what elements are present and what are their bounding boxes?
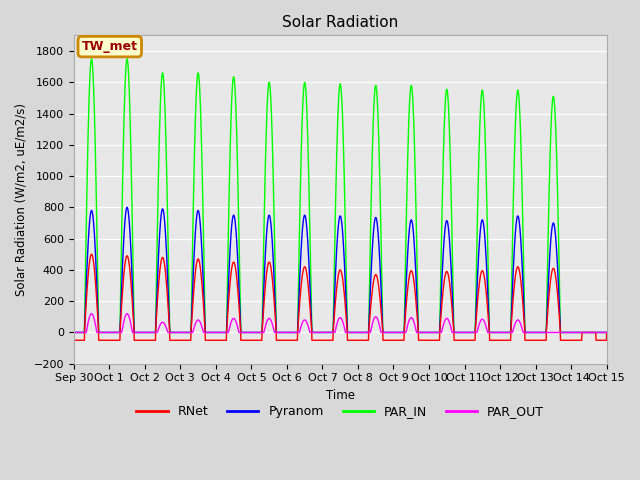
RNet	[495, 337, 503, 343]
RNet	[603, 330, 611, 336]
PAR_OUT	[219, 330, 227, 336]
Pyranom	[124, 204, 131, 210]
PAR_IN	[88, 56, 95, 61]
Pyranom	[70, 330, 77, 336]
PAR_IN	[70, 330, 77, 336]
PAR_IN	[356, 330, 364, 336]
X-axis label: Time: Time	[326, 389, 355, 402]
RNet	[556, 320, 564, 325]
PAR_IN	[571, 330, 579, 336]
PAR_IN	[556, 292, 564, 298]
Pyranom	[571, 330, 579, 336]
Pyranom	[603, 330, 611, 336]
RNet	[219, 337, 227, 343]
Pyranom	[556, 312, 564, 318]
Pyranom	[367, 268, 375, 274]
Legend: RNet, Pyranom, PAR_IN, PAR_OUT: RNet, Pyranom, PAR_IN, PAR_OUT	[131, 400, 549, 423]
RNet	[356, 337, 364, 343]
RNet	[88, 252, 95, 257]
Pyranom	[219, 330, 227, 336]
Pyranom	[356, 330, 364, 336]
Pyranom	[495, 330, 503, 336]
PAR_OUT	[571, 330, 579, 336]
Text: TW_met: TW_met	[82, 40, 138, 53]
RNet	[367, 299, 375, 304]
PAR_OUT	[556, 330, 564, 336]
PAR_OUT	[367, 326, 375, 332]
PAR_IN	[603, 330, 611, 336]
PAR_IN	[367, 197, 375, 203]
PAR_IN	[219, 330, 227, 336]
Line: PAR_OUT: PAR_OUT	[74, 314, 607, 333]
PAR_OUT	[88, 311, 95, 317]
PAR_OUT	[70, 330, 77, 336]
PAR_OUT	[356, 330, 364, 336]
PAR_OUT	[603, 330, 611, 336]
PAR_OUT	[495, 330, 503, 336]
RNet	[70, 337, 77, 343]
Line: RNet: RNet	[74, 254, 607, 340]
Line: Pyranom: Pyranom	[74, 207, 607, 333]
Y-axis label: Solar Radiation (W/m2, uE/m2/s): Solar Radiation (W/m2, uE/m2/s)	[15, 103, 28, 296]
Line: PAR_IN: PAR_IN	[74, 59, 607, 333]
PAR_IN	[495, 330, 503, 336]
RNet	[571, 337, 579, 343]
Title: Solar Radiation: Solar Radiation	[282, 15, 398, 30]
